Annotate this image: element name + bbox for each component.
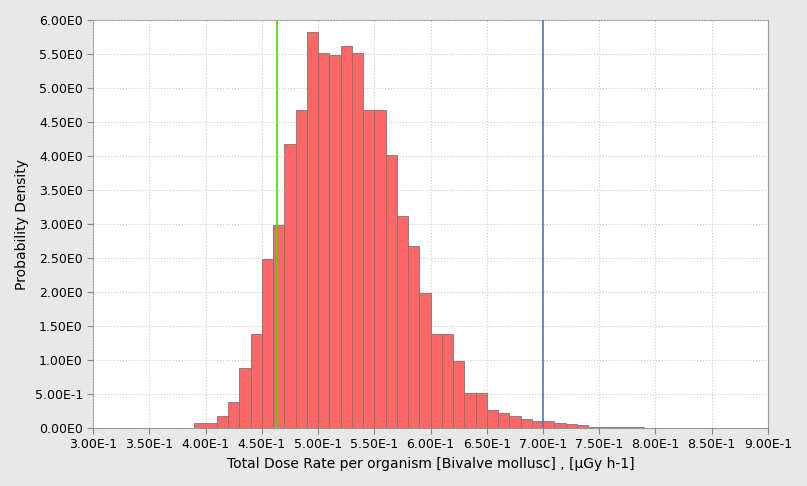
Bar — [600, 427, 611, 428]
Bar — [363, 110, 374, 428]
Bar — [295, 110, 307, 428]
Bar — [453, 362, 464, 428]
Bar — [464, 393, 475, 428]
Bar — [374, 110, 386, 428]
Bar — [341, 46, 352, 428]
Bar — [420, 294, 431, 428]
Bar — [475, 393, 487, 428]
Bar — [441, 334, 453, 428]
Bar — [217, 416, 240, 428]
Bar — [487, 410, 498, 428]
Bar — [566, 424, 577, 428]
Bar — [273, 226, 284, 428]
Bar — [611, 427, 621, 428]
Bar — [352, 52, 363, 428]
Bar — [329, 55, 341, 428]
Bar — [633, 427, 644, 428]
Bar — [228, 402, 240, 428]
Bar — [397, 216, 408, 428]
Bar — [498, 413, 509, 428]
Bar — [543, 421, 554, 428]
Bar — [577, 425, 588, 428]
Bar — [588, 427, 600, 428]
Bar — [262, 260, 273, 428]
Bar — [386, 155, 397, 428]
Bar — [194, 423, 217, 428]
Bar — [431, 334, 441, 428]
Bar — [509, 416, 521, 428]
Y-axis label: Probability Density: Probability Density — [15, 158, 29, 290]
Bar — [521, 419, 532, 428]
Bar — [532, 420, 543, 428]
Bar — [408, 246, 420, 428]
Bar — [621, 427, 633, 428]
Bar — [554, 423, 566, 428]
Bar — [284, 144, 295, 428]
Bar — [318, 52, 329, 428]
X-axis label: Total Dose Rate per organism [Bivalve mollusc] , [μGy h-1]: Total Dose Rate per organism [Bivalve mo… — [227, 457, 634, 471]
Bar — [240, 368, 251, 428]
Bar — [251, 334, 262, 428]
Bar — [307, 32, 318, 428]
